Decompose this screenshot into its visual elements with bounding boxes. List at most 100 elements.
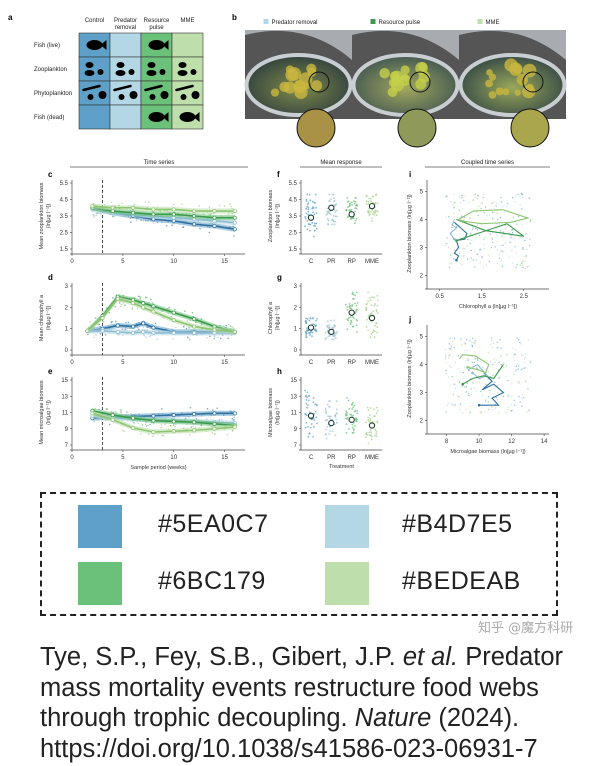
raw-point — [477, 359, 479, 362]
fish-tail-icon — [193, 112, 200, 122]
raw-point — [495, 203, 498, 205]
raw-point — [372, 329, 375, 332]
raw-point — [527, 265, 530, 267]
raw-point — [523, 255, 526, 258]
raw-point — [313, 412, 316, 415]
raw-point — [305, 332, 308, 335]
weekly-mean-MME — [232, 329, 237, 334]
raw-point — [149, 335, 151, 338]
citation-doi[interactable]: https://doi.org/10.1038/s41586-023-06931… — [40, 734, 538, 763]
raw-point — [312, 211, 314, 214]
raw-point — [477, 375, 479, 377]
raw-point — [369, 313, 371, 316]
raw-point — [375, 432, 378, 435]
raw-point — [450, 366, 452, 369]
section-title: Mean response — [320, 160, 362, 166]
raw-point — [524, 352, 527, 355]
raw-point — [369, 429, 372, 431]
raw-point — [93, 214, 95, 217]
raw-point — [516, 263, 518, 266]
tank-water — [458, 53, 567, 117]
raw-point — [455, 225, 458, 228]
raw-point — [354, 222, 356, 225]
weekly-mean-MME — [115, 296, 120, 301]
raw-point — [463, 199, 465, 202]
swatch-label-predator-removal: #B4D7E5 — [402, 510, 513, 538]
raw-point — [511, 383, 513, 385]
raw-point — [498, 412, 500, 414]
raw-point — [376, 421, 379, 424]
raw-point — [522, 264, 525, 267]
raw-point — [346, 216, 349, 219]
raw-point — [499, 339, 501, 341]
raw-point — [326, 320, 329, 323]
raw-point — [370, 435, 373, 438]
raw-point — [227, 213, 230, 215]
raw-point — [464, 366, 466, 369]
raw-point — [147, 424, 149, 427]
raw-point — [367, 211, 370, 214]
raw-point — [466, 258, 469, 260]
mean-point — [348, 211, 355, 218]
raw-point — [478, 381, 481, 384]
raw-point — [373, 296, 375, 299]
raw-point — [365, 303, 368, 306]
raw-point — [376, 210, 379, 213]
raw-point — [171, 224, 173, 226]
chart-c: c 1.5 2.5 3.5 4.5 5.5 0 5 10 15 Mean zooplankton b… — [39, 170, 245, 265]
weekly-mean-MME — [212, 327, 217, 332]
raw-point — [458, 252, 461, 254]
raw-point — [518, 382, 521, 385]
raw-point — [476, 211, 478, 214]
raw-point — [108, 423, 111, 426]
raw-point — [474, 351, 476, 353]
raw-point — [484, 206, 487, 208]
raw-point — [312, 401, 315, 404]
raw-point — [511, 232, 513, 235]
raw-point — [517, 363, 519, 365]
raw-point — [474, 250, 476, 252]
raw-point — [491, 346, 494, 349]
raw-point — [160, 423, 163, 426]
panel-label-g: g — [277, 273, 282, 282]
trajectory-end-PR — [471, 371, 474, 375]
raw-point — [352, 200, 355, 202]
design-cell — [78, 104, 111, 130]
raw-point — [465, 391, 468, 393]
raw-point — [370, 438, 373, 441]
weekly-mean-MME — [171, 429, 176, 434]
trend-line-RP — [92, 206, 235, 219]
raw-point — [213, 337, 216, 340]
weekly-mean-MME — [192, 428, 197, 433]
legend-swatch — [263, 19, 269, 24]
raw-point — [474, 193, 476, 195]
mesh-cover — [459, 30, 566, 60]
raw-point — [304, 320, 307, 323]
raw-point — [351, 403, 354, 406]
raw-point — [491, 201, 494, 204]
raw-point — [332, 214, 335, 217]
y-tick-label: 0 — [294, 348, 298, 354]
raw-point — [369, 417, 372, 420]
raw-point — [491, 339, 493, 342]
raw-point — [308, 193, 311, 196]
raw-point — [448, 216, 450, 218]
weekly-mean-C — [232, 227, 237, 232]
raw-point — [366, 406, 369, 409]
raw-point — [305, 336, 307, 338]
raw-point — [305, 317, 307, 320]
raw-point — [511, 409, 513, 412]
raw-point — [344, 414, 347, 417]
phytoplankton-icon — [144, 84, 163, 92]
raw-point — [336, 408, 338, 411]
weekly-mean-C — [131, 324, 136, 329]
raw-point — [448, 266, 451, 269]
raw-point — [513, 373, 515, 376]
y-tick-label: 4 — [420, 362, 424, 368]
phytoplankton-icon — [87, 94, 94, 100]
raw-point — [456, 216, 459, 219]
raw-point — [373, 213, 376, 216]
x-tick-label: MME — [365, 455, 379, 461]
raw-point — [485, 398, 487, 401]
raw-point — [120, 305, 122, 308]
